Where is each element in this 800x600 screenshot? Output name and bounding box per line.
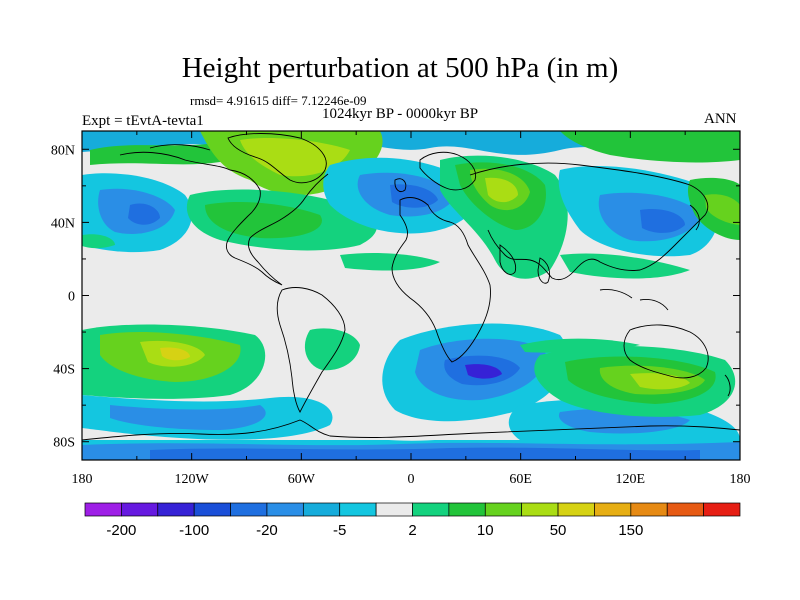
scandinavia-coast (419, 151, 477, 191)
colorbar-segment (630, 502, 668, 517)
lat-tick-label: 80N (51, 143, 75, 158)
colorbar-segment (266, 502, 304, 517)
colorbar-label: 150 (618, 522, 643, 539)
colorbar-segment (121, 502, 159, 517)
experiment-label: Expt = tEvtA-tevta1 (82, 113, 204, 129)
colorbar-label: -5 (333, 522, 346, 539)
asia-coast (469, 162, 709, 281)
colorbar-segment (484, 502, 523, 517)
lon-tick-label: 0 (408, 472, 415, 487)
colorbar-label: -100 (179, 522, 209, 539)
colorbar-segment (448, 502, 486, 517)
lat-tick-label: 80S (53, 436, 75, 451)
anomaly-fields (82, 131, 740, 460)
colorbar-segment (339, 502, 377, 517)
period-label: 1024kyr BP - 0000kyr BP (322, 106, 479, 122)
lon-tick-label: 180 (730, 472, 751, 487)
colorbar-label: 50 (550, 522, 567, 539)
figure-title: Height perturbation at 500 hPa (in m) (181, 52, 619, 84)
lon-tick-label: 60E (509, 472, 532, 487)
coastlines (82, 133, 740, 441)
colorbar-segment (375, 502, 413, 517)
latitude-axis: 80N 40N 0 40S 80S (51, 143, 740, 451)
colorbar-segment (557, 502, 595, 517)
longitude-axis: 180 120W 60W 0 60E 120E 180 (72, 131, 751, 487)
colorbar-segment (666, 502, 704, 517)
colorbar-segment (302, 502, 341, 517)
lon-tick-label: 120W (175, 472, 210, 487)
lat-tick-label: 40S (53, 363, 75, 378)
colorbar-segment (521, 502, 559, 517)
colorbar-segment (84, 502, 122, 517)
australia-coast (623, 324, 709, 379)
greenland-coast (227, 133, 327, 184)
colorbar: -200 -100 -20 -5 2 10 50 150 (84, 502, 741, 539)
colorbar-segment (703, 502, 741, 517)
lon-tick-label: 180 (72, 472, 93, 487)
season-label: ANN (704, 111, 737, 127)
colorbar-label: -20 (256, 522, 278, 539)
north-america-coast (119, 151, 329, 286)
colorbar-segment (157, 502, 195, 517)
colorbar-label: -200 (106, 522, 136, 539)
antarctica-coast (82, 419, 740, 441)
lat-tick-label: 40N (51, 216, 75, 231)
colorbar-segment (412, 502, 450, 517)
colorbar-label: 2 (408, 522, 416, 539)
lon-tick-label: 120E (616, 472, 646, 487)
colorbar-label: 10 (477, 522, 494, 539)
lon-tick-label: 60W (288, 472, 316, 487)
colorbar-segment (193, 502, 231, 517)
south-america-coast (276, 287, 346, 413)
africa-coast (391, 197, 491, 363)
colorbar-segment (594, 502, 632, 517)
stats-text: rmsd= 4.91615 diff= 7.12246e-09 (190, 93, 367, 108)
colorbar-segment (230, 502, 268, 517)
lat-tick-label: 0 (68, 290, 75, 305)
